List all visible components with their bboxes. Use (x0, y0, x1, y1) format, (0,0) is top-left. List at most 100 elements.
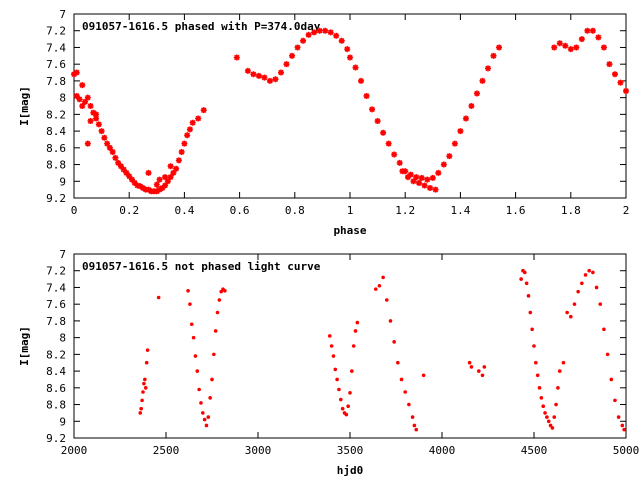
data-point (418, 174, 425, 181)
data-point (204, 423, 209, 428)
data-point (496, 44, 503, 51)
data-point (142, 381, 146, 386)
data-point (399, 377, 404, 382)
data-point (186, 126, 193, 133)
y-tick-label: 8.4 (46, 365, 66, 378)
data-point (333, 367, 338, 372)
data-point (337, 387, 341, 392)
y-tick-label: 9.2 (46, 192, 66, 205)
data-point (410, 415, 415, 419)
data-point (413, 174, 420, 181)
data-point (316, 27, 323, 34)
data-point (543, 411, 547, 415)
data-point (145, 169, 152, 176)
data-point (344, 412, 349, 417)
data-point (140, 398, 144, 403)
data-point (399, 168, 406, 175)
data-point (84, 140, 91, 147)
data-point (137, 183, 144, 190)
data-point (485, 65, 491, 72)
data-point (278, 69, 284, 76)
data-point (616, 415, 621, 419)
data-point (335, 377, 339, 382)
data-point (524, 281, 529, 286)
y-tick-label: 9.2 (46, 432, 66, 445)
data-point (156, 186, 163, 193)
y-tick-label: 8.2 (46, 108, 66, 121)
x-tick-label: 1.8 (561, 204, 581, 217)
data-point (358, 77, 365, 84)
data-point (71, 71, 77, 78)
data-point (404, 174, 411, 181)
y-tick-label: 7.2 (46, 25, 66, 38)
data-point (210, 377, 214, 382)
data-point (333, 32, 340, 39)
x-tick-label: 2 (623, 204, 630, 217)
panel-title: 091057-1616.5 phased with P=374.0day (82, 20, 321, 33)
data-point (120, 166, 127, 173)
data-point (589, 27, 596, 34)
data-point (381, 275, 385, 280)
data-point (396, 159, 403, 166)
data-point (545, 415, 549, 419)
data-point (104, 140, 111, 147)
data-point (223, 289, 227, 293)
x-axis-title: phase (333, 224, 366, 237)
data-point (188, 302, 192, 306)
data-point (594, 285, 599, 290)
data-point (414, 427, 419, 432)
data-point (289, 52, 296, 59)
data-point (93, 111, 100, 118)
data-point (490, 52, 497, 59)
data-point (200, 107, 207, 114)
data-point (329, 344, 334, 348)
data-point (106, 144, 113, 151)
data-point (348, 391, 352, 395)
data-point (87, 118, 94, 125)
data-point (327, 29, 334, 36)
data-point (283, 61, 290, 68)
data-point (217, 298, 222, 302)
y-tick-label: 7 (59, 248, 66, 261)
data-point (622, 427, 626, 432)
data-point (595, 34, 602, 41)
data-point (153, 181, 160, 188)
data-point (344, 46, 351, 53)
data-point (193, 354, 198, 358)
data-point (537, 386, 542, 390)
data-point (181, 140, 188, 147)
data-point (266, 77, 273, 84)
data-point (620, 423, 625, 428)
data-point (339, 397, 343, 402)
data-point (573, 44, 580, 51)
data-point (145, 348, 150, 352)
data-point (189, 322, 194, 327)
data-point (202, 417, 207, 422)
data-point (576, 289, 580, 294)
data-point (350, 369, 354, 373)
data-point (175, 157, 182, 164)
data-point (184, 132, 191, 139)
y-tick-label: 9 (59, 415, 66, 428)
y-tick-label: 9 (59, 175, 66, 188)
y-tick-label: 8.8 (46, 399, 66, 412)
data-point (583, 273, 588, 277)
data-point (347, 54, 353, 61)
x-tick-label: 4000 (429, 444, 456, 457)
data-point (189, 119, 196, 126)
x-tick-label: 1.4 (450, 204, 470, 217)
data-point (546, 419, 551, 424)
data-point (477, 369, 481, 373)
data-point (250, 71, 257, 78)
data-point (416, 179, 422, 186)
x-tick-label: 0.6 (230, 204, 250, 217)
data-point (173, 165, 180, 172)
data-point (340, 406, 345, 411)
data-point (572, 302, 577, 306)
data-point (554, 402, 558, 407)
data-point (385, 140, 392, 147)
data-point (145, 186, 152, 193)
data-point (199, 401, 203, 405)
data-point (76, 96, 83, 103)
